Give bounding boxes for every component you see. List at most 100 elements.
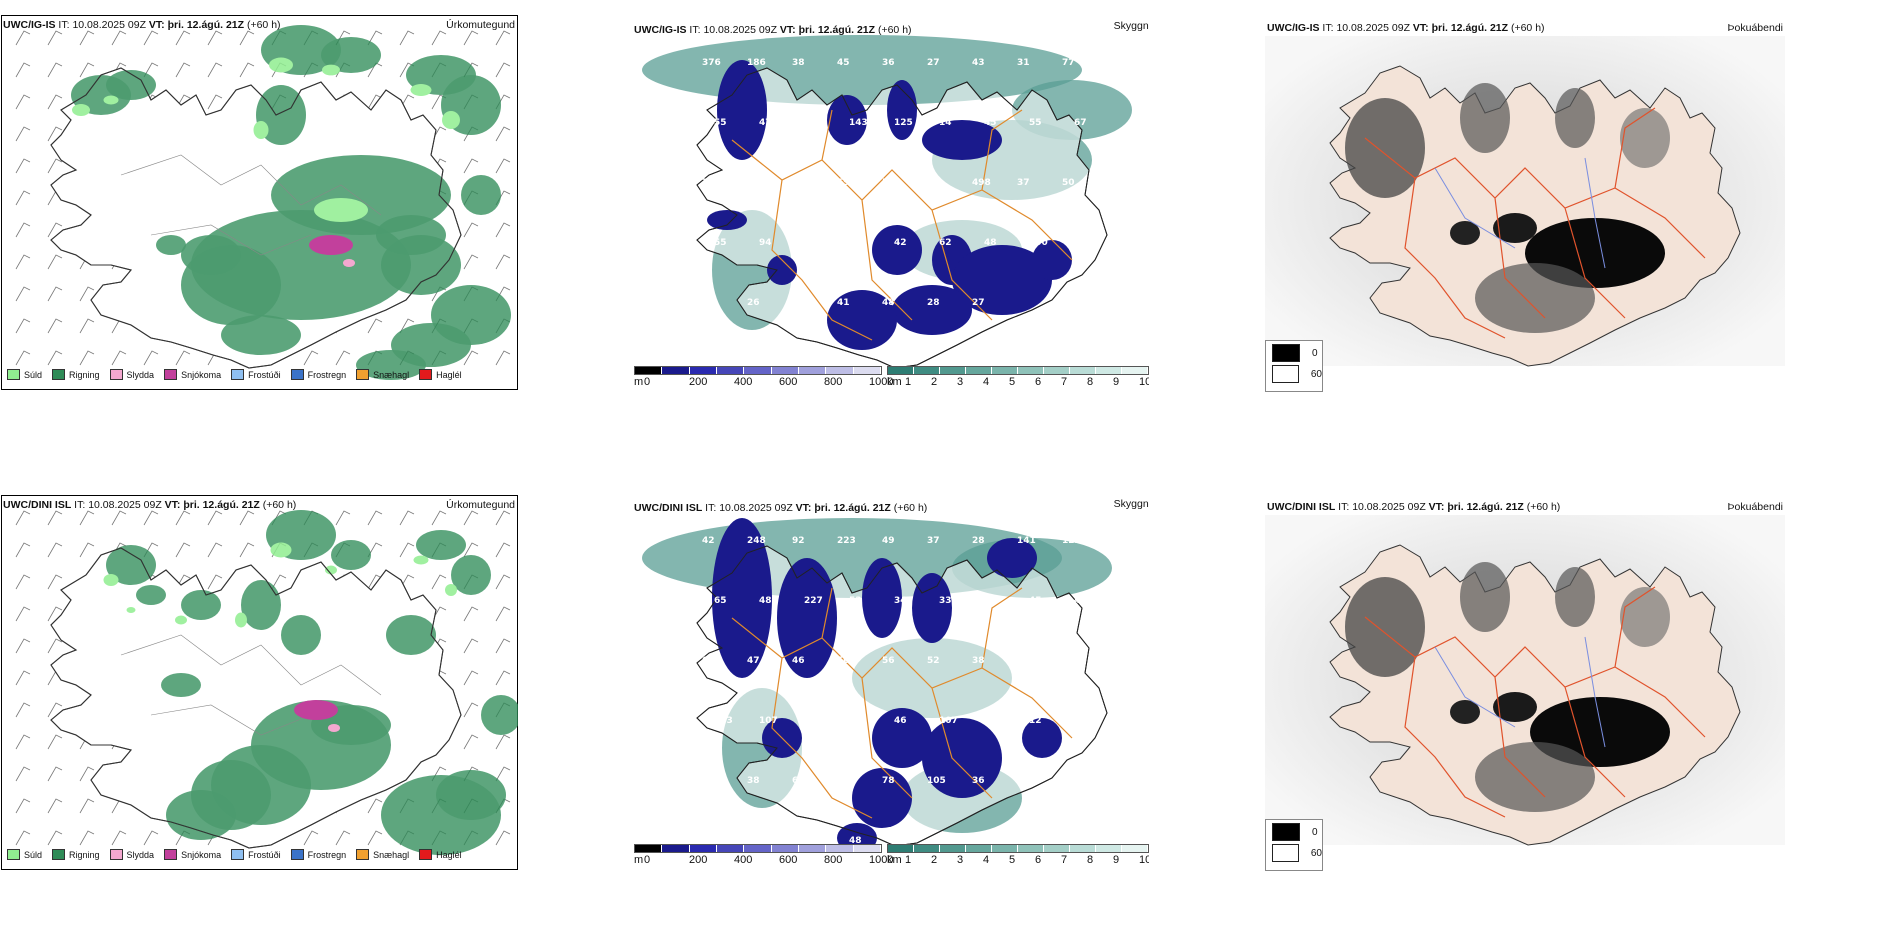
legend-item: Rigning xyxy=(52,369,100,380)
legend-item: Snjókoma xyxy=(164,849,221,860)
cloud-base-label: 31 xyxy=(804,836,817,846)
cloud-base-label: 26 xyxy=(747,298,760,308)
legend-item: Frostúði xyxy=(231,849,281,860)
cloud-base-label: 56 xyxy=(882,656,895,666)
cloud-base-label: 376 xyxy=(702,58,721,68)
cloud-base-label: 38 xyxy=(972,656,985,666)
rain-area xyxy=(161,673,201,697)
colorbar-tick: 600 xyxy=(779,376,798,388)
cloud-base-label: 46 xyxy=(894,716,907,726)
panel-header: UWC/IG-IS IT: 10.08.2025 09Z VT: þri. 12… xyxy=(1267,22,1545,34)
drizzle-area xyxy=(442,111,460,129)
cloud-base-label: 76 xyxy=(702,178,715,188)
cloud-base-label: 92 xyxy=(792,536,805,546)
legend-item: Snæhagl xyxy=(356,849,409,860)
cloud-base-label: 38 xyxy=(804,118,817,128)
legend-item: Frostregn xyxy=(290,849,346,860)
cloud-base-label: 47 xyxy=(1074,716,1087,726)
cloud-base-label: 40 xyxy=(1074,596,1087,606)
panel-frame xyxy=(1,15,518,390)
cloud-base-label: 50 xyxy=(837,656,850,666)
legend-swatch xyxy=(7,849,20,860)
cloud-base-label: 114 xyxy=(804,238,823,248)
cloud-base-label: 77 xyxy=(702,298,715,308)
colorbar-tick: 10 xyxy=(1139,376,1149,388)
cloud-base-label: 62 xyxy=(714,836,727,846)
cloud-base-label: 96 xyxy=(1017,776,1030,786)
low-cloud-area xyxy=(777,558,837,678)
fog-legend: 0 60 xyxy=(1265,819,1323,871)
legend-item: Snæhagl xyxy=(356,369,409,380)
low-cloud-area xyxy=(922,718,1002,798)
cloud-base-label: 55 xyxy=(714,238,727,248)
fog-grey-area xyxy=(1555,88,1595,148)
cloud-base-label: 48 xyxy=(759,596,772,606)
rain-area xyxy=(106,70,156,100)
low-cloud-area xyxy=(872,708,932,768)
cloud-base-label: 46 xyxy=(792,656,805,666)
cloud-base-label: 33 xyxy=(927,178,940,188)
rain-area xyxy=(181,235,241,275)
cloud-base-label: 69 xyxy=(837,178,850,188)
cloud-base-label: 70 xyxy=(984,836,997,846)
cloud-base-label: 306 xyxy=(792,178,811,188)
colorbar-tick: 800 xyxy=(824,854,843,866)
legend-swatch xyxy=(419,849,433,860)
fog-indicator-panel: UWC/DINI ISL IT: 10.08.2025 09Z VT: þri.… xyxy=(1265,497,1785,872)
fog-legend-item: 60 xyxy=(1272,844,1322,862)
colorbar-tick: 400 xyxy=(734,854,753,866)
cloud-base-label: 55 xyxy=(1074,238,1087,248)
panel-title: Úrkomutegund xyxy=(446,499,515,511)
legend-swatch xyxy=(419,369,433,380)
fog-dark-area xyxy=(1450,700,1480,724)
low-cloud-area xyxy=(827,290,897,350)
cloud-base-label: 38 xyxy=(792,58,805,68)
cloud-base-label: 223 xyxy=(837,536,856,546)
rain-area xyxy=(461,175,501,215)
colorbar-unit: m xyxy=(634,376,644,388)
colorbar-tick: 8 xyxy=(1087,854,1094,866)
cloud-base-label: 143 xyxy=(849,118,868,128)
cloud-base-label: 12 xyxy=(1029,716,1042,726)
cloud-base-label: 107 xyxy=(939,716,958,726)
cloud-base-label: 36 xyxy=(882,58,895,68)
rain-area xyxy=(451,555,491,595)
colorbar-tick: 2 xyxy=(931,376,938,388)
fog-grey-area xyxy=(1475,263,1595,333)
cloud-base-label: 22 xyxy=(759,836,772,846)
low-cloud-area xyxy=(767,255,797,285)
legend-swatch xyxy=(7,369,20,380)
cloud-base-label: 38 xyxy=(747,776,760,786)
cloud-base-label: 50 xyxy=(1062,178,1075,188)
cloud-base-label: 248 xyxy=(747,536,766,546)
cloud-base-label: 55 xyxy=(1029,118,1042,128)
rain-area xyxy=(436,770,506,820)
fog-legend-item: 60 xyxy=(1272,365,1322,383)
cloud-base-panel: 376 186 38 45 36 27 43 31 77 55 47 38 143 125 14 45 55 67… xyxy=(632,20,1149,395)
colorbar-unit: m xyxy=(634,854,644,866)
fog-grey-area xyxy=(1555,567,1595,627)
cloud-base-label: 65 xyxy=(792,776,805,786)
colorbar-unit: km xyxy=(887,854,902,866)
cloud-base-label: 99 xyxy=(1062,776,1075,786)
cloud-base-label: 54 xyxy=(849,238,862,248)
rain-area xyxy=(356,350,426,380)
legend-swatch xyxy=(52,369,66,380)
colorbar-tick: 10 xyxy=(1139,854,1149,866)
low-cloud-area xyxy=(987,538,1037,578)
panel-title: Þokuábendi xyxy=(1727,22,1783,34)
legend-item: Rigning xyxy=(52,849,100,860)
fog-grey-area xyxy=(1460,562,1510,632)
cloud-base-label: 28 xyxy=(972,536,985,546)
fog-grey-area xyxy=(1475,742,1595,812)
cloud-base-label: 55 xyxy=(714,118,727,128)
rain-area xyxy=(156,235,186,255)
legend-item: Snjókoma xyxy=(164,369,221,380)
cloud-base-label: 37 xyxy=(1017,178,1030,188)
legend-item: Haglél xyxy=(419,849,462,860)
cloud-base-label: 107 xyxy=(804,716,823,726)
cloud-base-label: 62 xyxy=(939,238,952,248)
colorbar-tick: 8 xyxy=(1087,376,1094,388)
cloud-base-label: 122 xyxy=(1062,536,1081,546)
fog-legend-swatch xyxy=(1272,823,1300,841)
